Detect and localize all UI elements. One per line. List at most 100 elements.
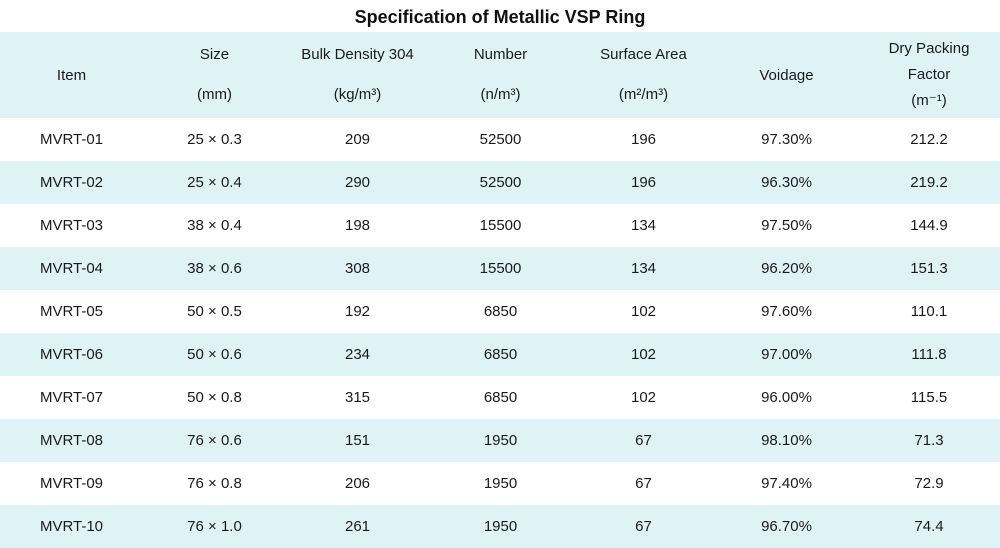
cell-dry-packing: 71.3: [914, 432, 944, 449]
cell-bulk-density: 206: [344, 475, 371, 492]
cell-bulk-density: 192: [344, 303, 371, 320]
cell-size: 76 × 0.8: [187, 475, 242, 492]
cell-bulk-density: 261: [344, 518, 371, 535]
table-row: MVRT-01 25 × 0.3 209 52500 196 97.30% 212.2: [0, 118, 1000, 161]
table-body: MVRT-01 25 × 0.3 209 52500 196 97.30% 212.2 MVR…: [0, 118, 1000, 548]
header-dry-packing-unit: (m⁻¹): [911, 92, 947, 109]
cell-item: MVRT-08: [39, 432, 104, 449]
cell-number: 15500: [479, 260, 522, 277]
cell-bulk-density: 308: [344, 260, 371, 277]
table-row: MVRT-03 38 × 0.4 198 15500 134 97.50% 144.9: [0, 204, 1000, 247]
cell-size: 38 × 0.6: [187, 260, 242, 277]
cell-voidage: 98.10%: [761, 432, 812, 449]
header-size-unit: (mm): [197, 86, 232, 103]
cell-bulk-density: 290: [344, 174, 371, 191]
cell-item: MVRT-02: [39, 174, 104, 191]
table-row: MVRT-02 25 × 0.4 290 52500 196 96.30% 219.2: [0, 161, 1000, 204]
header-surface-area-label: Surface Area: [600, 46, 687, 63]
table-row: MVRT-05 50 × 0.5 192 6850 102 97.60% 110.1: [0, 290, 1000, 333]
table-row: MVRT-09 76 × 0.8 206 1950 67 97.40% 72.9: [0, 462, 1000, 505]
header-dry-packing-line1: Dry Packing: [888, 40, 970, 57]
cell-number: 1950: [483, 432, 518, 449]
cell-dry-packing: 115.5: [910, 389, 948, 406]
cell-item: MVRT-09: [39, 475, 104, 492]
cell-surface-area: 102: [630, 303, 657, 320]
cell-dry-packing: 110.1: [910, 303, 948, 320]
header-item-label: Item: [56, 66, 87, 84]
header-bulk-density-unit: (kg/m³): [333, 86, 382, 103]
cell-voidage: 96.70%: [761, 518, 812, 535]
cell-dry-packing: 74.4: [914, 518, 944, 535]
header-number: Number (n/m³): [429, 32, 572, 118]
table-row: MVRT-06 50 × 0.6 234 6850 102 97.00% 111.8: [0, 333, 1000, 376]
cell-bulk-density: 234: [344, 346, 371, 363]
cell-surface-area: 67: [635, 475, 652, 492]
cell-voidage: 96.30%: [761, 174, 812, 191]
cell-number: 6850: [483, 303, 518, 320]
table-row: MVRT-10 76 × 1.0 261 1950 67 96.70% 74.4: [0, 505, 1000, 548]
cell-voidage: 97.60%: [761, 303, 812, 320]
cell-surface-area: 67: [635, 518, 652, 535]
cell-number: 6850: [483, 346, 518, 363]
cell-size: 50 × 0.8: [187, 389, 242, 406]
cell-number: 1950: [483, 475, 518, 492]
cell-dry-packing: 212.2: [910, 131, 948, 148]
spec-table: Item Size (mm) Bulk Density 304 (kg/m³): [0, 32, 1000, 548]
header-voidage-label: Voidage: [759, 66, 814, 84]
cell-voidage: 97.30%: [761, 131, 812, 148]
cell-voidage: 97.40%: [761, 475, 812, 492]
cell-size: 76 × 0.6: [187, 432, 242, 449]
cell-voidage: 97.00%: [761, 346, 812, 363]
cell-item: MVRT-03: [39, 217, 104, 234]
cell-size: 50 × 0.5: [187, 303, 242, 320]
cell-item: MVRT-05: [39, 303, 104, 320]
cell-voidage: 97.50%: [761, 217, 812, 234]
header-size: Size (mm): [143, 32, 286, 118]
cell-bulk-density: 151: [344, 432, 371, 449]
header-surface-area-unit: (m²/m³): [618, 86, 669, 103]
table-row: MVRT-04 38 × 0.6 308 15500 134 96.20% 151.3: [0, 247, 1000, 290]
header-bulk-density-label: Bulk Density 304: [301, 46, 414, 63]
header-dry-packing-line2: Factor: [907, 66, 951, 83]
cell-number: 52500: [479, 174, 522, 191]
cell-number: 15500: [479, 217, 522, 234]
cell-size: 50 × 0.6: [187, 346, 242, 363]
cell-bulk-density: 315: [344, 389, 371, 406]
cell-item: MVRT-04: [39, 260, 104, 277]
cell-size: 25 × 0.4: [187, 174, 242, 191]
cell-voidage: 96.20%: [761, 260, 812, 277]
cell-item: MVRT-01: [39, 131, 104, 148]
cell-dry-packing: 151.3: [910, 260, 948, 277]
cell-bulk-density: 209: [344, 131, 371, 148]
cell-surface-area: 134: [630, 217, 657, 234]
header-size-label: Size: [199, 46, 230, 63]
cell-dry-packing: 219.2: [910, 174, 948, 191]
cell-item: MVRT-06: [39, 346, 104, 363]
cell-surface-area: 102: [630, 389, 657, 406]
header-number-unit: (n/m³): [480, 86, 521, 103]
header-number-label: Number: [473, 46, 528, 63]
table-row: MVRT-08 76 × 0.6 151 1950 67 98.10% 71.3: [0, 419, 1000, 462]
header-dry-packing: Dry Packing Factor (m⁻¹): [858, 32, 1000, 118]
cell-surface-area: 196: [630, 174, 657, 191]
header-voidage: Voidage: [715, 32, 858, 118]
cell-item: MVRT-10: [39, 518, 104, 535]
header-item: Item: [0, 32, 143, 118]
cell-size: 38 × 0.4: [187, 217, 242, 234]
cell-bulk-density: 198: [344, 217, 371, 234]
cell-number: 52500: [479, 131, 522, 148]
table-row: MVRT-07 50 × 0.8 315 6850 102 96.00% 115.5: [0, 376, 1000, 419]
header-row: Item Size (mm) Bulk Density 304 (kg/m³): [0, 32, 1000, 118]
cell-surface-area: 134: [630, 260, 657, 277]
cell-surface-area: 196: [630, 131, 657, 148]
header-surface-area: Surface Area (m²/m³): [572, 32, 715, 118]
cell-item: MVRT-07: [39, 389, 104, 406]
cell-dry-packing: 72.9: [914, 475, 944, 492]
cell-surface-area: 102: [630, 346, 657, 363]
cell-dry-packing: 111.8: [911, 346, 947, 363]
cell-voidage: 96.00%: [761, 389, 812, 406]
cell-surface-area: 67: [635, 432, 652, 449]
cell-size: 76 × 1.0: [187, 518, 242, 535]
cell-size: 25 × 0.3: [187, 131, 242, 148]
